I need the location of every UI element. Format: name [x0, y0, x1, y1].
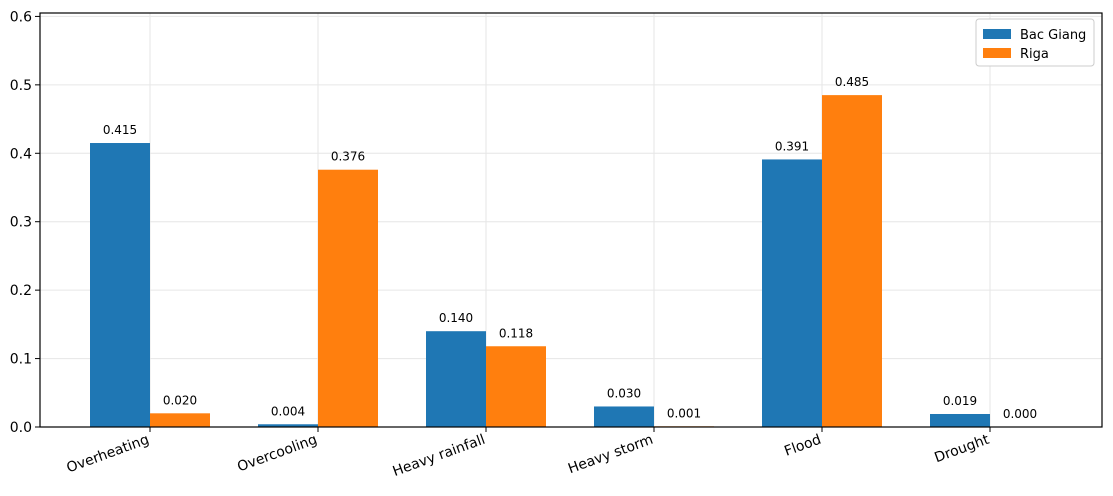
bar-bac-giang-0	[90, 143, 150, 427]
category-label-3: Heavy storm	[566, 432, 655, 478]
data-label-riga-4: 0.485	[835, 75, 869, 89]
legend: Bac Giang Riga	[975, 18, 1095, 67]
bar-riga-0	[150, 413, 210, 427]
legend-swatch-1	[983, 48, 1011, 58]
bar-riga-1	[318, 169, 378, 427]
data-label-riga-5: 0.000	[1003, 407, 1037, 421]
data-label-bac-giang-0: 0.415	[103, 123, 137, 137]
bar-bac-giang-5	[930, 413, 990, 427]
category-label-0: Overheating	[64, 432, 151, 477]
bar-riga-2	[486, 346, 546, 427]
bar-bac-giang-1	[258, 424, 318, 427]
x-axis: Overheating Overcooling Heavy rainfall Heav…	[64, 427, 992, 480]
data-label-riga-3: 0.001	[667, 406, 701, 420]
category-label-5: Drought	[932, 432, 991, 467]
y-tick-label-0: 0.0	[10, 420, 32, 436]
data-label-riga-2: 0.118	[499, 326, 533, 340]
y-tick-label-2: 0.2	[10, 283, 32, 299]
bar-bac-giang-2	[426, 331, 486, 427]
data-label-riga-1: 0.376	[331, 150, 365, 164]
y-tick-label-1: 0.1	[10, 352, 32, 368]
data-label-riga-0: 0.020	[163, 393, 197, 407]
category-label-4: Flood	[782, 432, 823, 460]
y-tick-label-6: 0.6	[10, 9, 32, 25]
data-label-bac-giang-4: 0.391	[775, 139, 809, 153]
data-label-bac-giang-5: 0.019	[943, 394, 977, 408]
data-label-bac-giang-3: 0.030	[607, 386, 641, 400]
legend-label-1: Riga	[1020, 47, 1049, 62]
plot-frame	[39, 12, 1103, 428]
bar-bac-giang-4	[762, 159, 822, 427]
grid-lines	[40, 13, 1102, 428]
legend-swatch-0	[983, 29, 1011, 39]
y-tick-label-3: 0.3	[10, 215, 32, 231]
data-label-bac-giang-2: 0.140	[439, 311, 473, 325]
data-label-bac-giang-1: 0.004	[271, 404, 305, 418]
y-axis: 0.0 0.1 0.2 0.3 0.4 0.5 0.6	[10, 9, 40, 436]
data-labels: 0.415 0.004 0.140 0.030 0.391 0.019 0.020 0.376…	[103, 75, 1037, 421]
bars	[90, 95, 990, 428]
y-tick-label-5: 0.5	[10, 78, 32, 94]
category-label-1: Overcooling	[235, 432, 319, 476]
bar-bac-giang-3	[594, 406, 654, 427]
y-tick-label-4: 0.4	[10, 146, 32, 162]
category-label-2: Heavy rainfall	[391, 432, 488, 480]
legend-label-0: Bac Giang	[1020, 28, 1086, 43]
bar-riga-4	[822, 95, 882, 428]
